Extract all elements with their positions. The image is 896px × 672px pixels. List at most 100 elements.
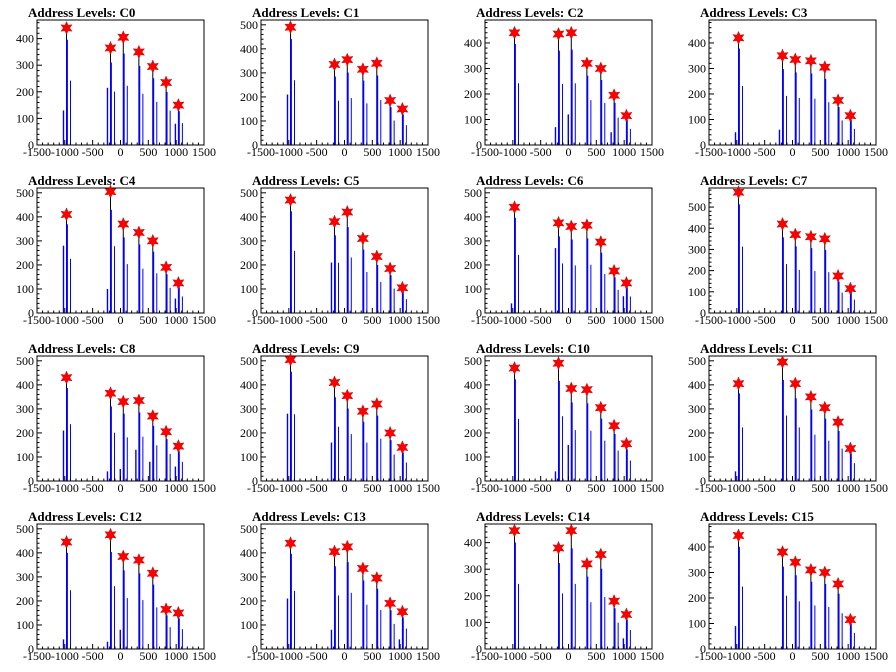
x-tick-label: 1000 xyxy=(836,313,860,327)
x-tick-label: 1000 xyxy=(164,145,188,159)
y-tick-label: 0 xyxy=(28,138,34,152)
x-tick-label: 0 xyxy=(566,145,572,159)
y-tick-label: 200 xyxy=(464,426,482,440)
y-tick-label: 500 xyxy=(464,186,482,200)
y-tick-label: 400 xyxy=(16,32,34,46)
x-tick-label: -1000 xyxy=(723,313,751,327)
x-tick-label: -1500 xyxy=(23,313,51,327)
peak-marker xyxy=(117,217,130,232)
x-tick-label: 1000 xyxy=(836,649,860,663)
peak-marker xyxy=(594,400,607,415)
peak-marker xyxy=(284,192,297,208)
y-tick-label: 400 xyxy=(464,36,482,50)
x-tick-label: -500 xyxy=(754,145,776,159)
peak-marker xyxy=(384,596,397,611)
panel-title: Address Levels: C7 xyxy=(700,173,808,188)
y-tick-label: 400 xyxy=(16,378,34,392)
peak-marker xyxy=(552,540,565,555)
peak-marker xyxy=(356,404,369,419)
y-tick-label: 100 xyxy=(464,450,482,464)
peak-marker xyxy=(146,409,159,424)
peak-marker xyxy=(552,26,565,42)
peak-marker xyxy=(818,60,831,75)
peak-marker xyxy=(328,57,341,72)
x-tick-label: 500 xyxy=(811,481,829,495)
y-tick-label: 100 xyxy=(16,450,34,464)
peak-marker xyxy=(132,225,145,240)
y-tick-label: 100 xyxy=(16,282,34,296)
y-tick-label: 200 xyxy=(688,264,706,278)
y-tick-label: 100 xyxy=(688,112,706,126)
peak-marker xyxy=(732,376,745,391)
histogram-panel-11: Address Levels: C11 0 100 200 300 400 500 -1500… xyxy=(688,341,888,495)
y-tick-label: 400 xyxy=(464,536,482,550)
x-tick-label: -1000 xyxy=(51,481,79,495)
y-tick-label: 400 xyxy=(688,36,706,50)
x-tick-label: -1000 xyxy=(723,145,751,159)
y-tick-label: 100 xyxy=(464,615,482,629)
y-tick-label: 400 xyxy=(464,378,482,392)
x-tick-label: -500 xyxy=(754,313,776,327)
histogram-panel-0: Address Levels: C0 0 100 200 300 400 -1500 -100… xyxy=(16,5,216,159)
y-tick-label: 300 xyxy=(16,570,34,584)
peak-marker xyxy=(565,219,578,234)
y-tick-label: 0 xyxy=(252,642,258,656)
x-tick-label: 500 xyxy=(811,649,829,663)
peak-marker xyxy=(172,605,185,620)
x-tick-label: 500 xyxy=(139,481,157,495)
x-tick-label: -1000 xyxy=(275,145,303,159)
panel-title: Address Levels: C8 xyxy=(28,341,136,356)
panel-title: Address Levels: C12 xyxy=(28,509,142,524)
x-tick-label: 1000 xyxy=(612,145,636,159)
x-tick-label: 1500 xyxy=(192,145,216,159)
y-tick-label: 300 xyxy=(464,61,482,75)
x-tick-label: 0 xyxy=(566,481,572,495)
x-tick-label: -1500 xyxy=(247,649,275,663)
y-tick-label: 200 xyxy=(16,594,34,608)
peak-marker xyxy=(565,381,578,396)
peak-marker xyxy=(804,562,817,577)
y-tick-label: 400 xyxy=(240,210,258,224)
y-tick-label: 500 xyxy=(240,18,258,32)
y-tick-label: 400 xyxy=(240,378,258,392)
y-tick-label: 200 xyxy=(688,87,706,101)
x-tick-label: 500 xyxy=(811,313,829,327)
x-tick-label: 500 xyxy=(139,313,157,327)
y-tick-label: 0 xyxy=(476,138,482,152)
peak-marker xyxy=(132,44,145,59)
y-tick-label: 200 xyxy=(688,426,706,440)
peak-marker xyxy=(284,352,297,367)
histogram-panel-5: Address Levels: C50100200300400500-1500-… xyxy=(240,173,440,327)
peak-marker xyxy=(789,376,802,391)
x-tick-label: -500 xyxy=(306,313,328,327)
x-tick-label: -1500 xyxy=(247,145,275,159)
x-tick-label: -500 xyxy=(82,145,104,159)
peak-marker xyxy=(60,370,73,385)
x-tick-label: -1000 xyxy=(499,481,527,495)
peak-marker xyxy=(104,184,117,199)
x-tick-label: 0 xyxy=(790,145,796,159)
histogram-panel-9: Address Levels: C90100200300400500-1500-… xyxy=(240,341,440,495)
y-tick-label: 500 xyxy=(16,186,34,200)
x-tick-label: -500 xyxy=(530,481,552,495)
x-tick-label: -500 xyxy=(754,481,776,495)
x-tick-label: 1000 xyxy=(388,649,412,663)
x-tick-label: -500 xyxy=(754,649,776,663)
y-tick-label: 500 xyxy=(240,186,258,200)
x-tick-label: 0 xyxy=(566,313,572,327)
panel-title: Address Levels: C6 xyxy=(476,173,584,188)
x-tick-label: 1000 xyxy=(388,145,412,159)
y-tick-label: 400 xyxy=(688,540,706,554)
y-tick-label: 500 xyxy=(240,522,258,536)
x-tick-label: -500 xyxy=(306,145,328,159)
x-tick-label: -500 xyxy=(530,145,552,159)
histogram-panel-1: Address Levels: C10100200300400500-1500-… xyxy=(240,5,440,159)
peak-marker xyxy=(146,233,159,248)
x-tick-label: 0 xyxy=(118,649,124,663)
peak-marker xyxy=(356,561,369,576)
peak-marker xyxy=(580,56,593,71)
x-tick-label: -500 xyxy=(82,313,104,327)
peak-marker xyxy=(776,48,789,63)
x-tick-label: -1500 xyxy=(695,313,723,327)
peak-marker xyxy=(132,393,145,408)
